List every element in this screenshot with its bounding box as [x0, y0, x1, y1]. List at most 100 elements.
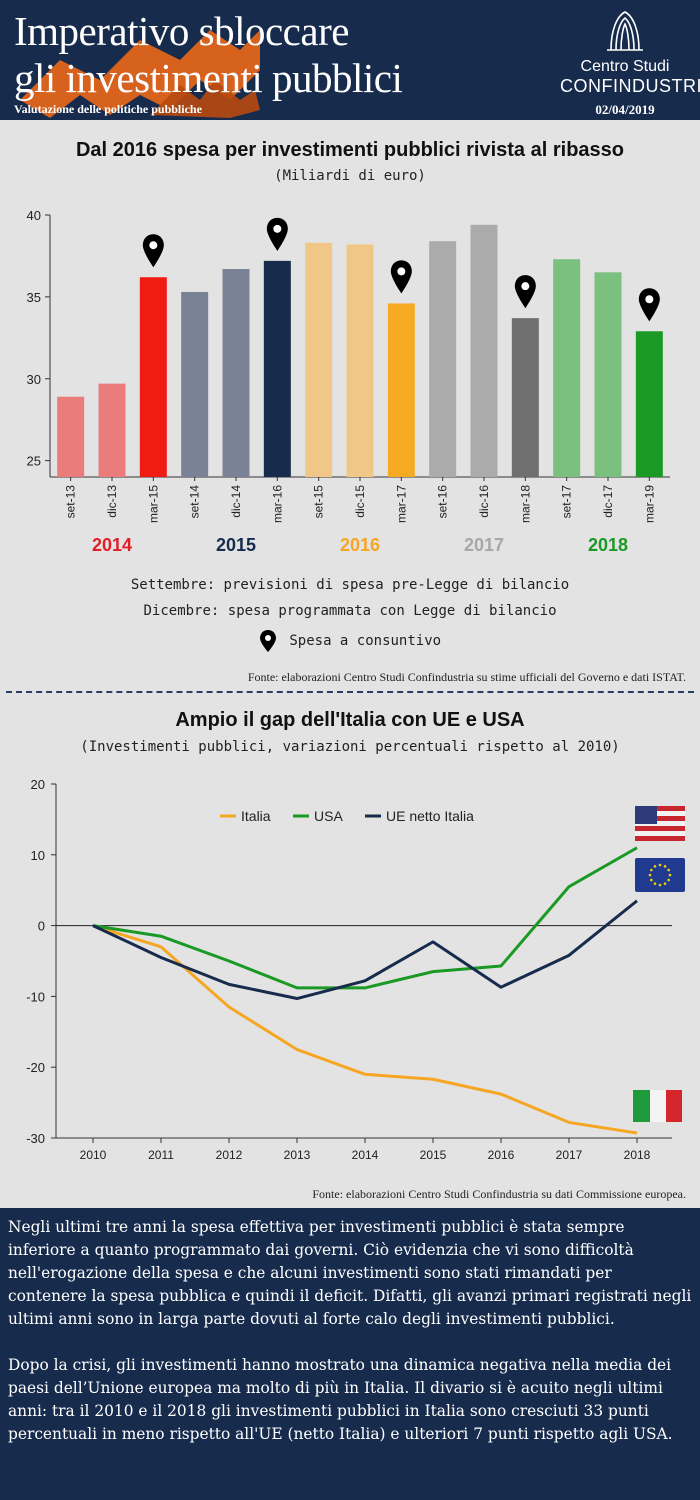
usa-flag-icon	[635, 806, 685, 841]
commentary-paragraph-2: Dopo la crisi, gli investimenti hanno mo…	[8, 1356, 673, 1443]
flag-band-white	[650, 1090, 666, 1122]
flag-star	[650, 878, 653, 882]
bar-dic-16	[470, 224, 498, 477]
x-tick-label: dic-13	[105, 485, 119, 518]
x-tick-label: 2017	[556, 1148, 583, 1162]
flag-stripe	[635, 831, 685, 836]
flag-star	[667, 878, 670, 882]
commentary-paragraph-1: Negli ultimi tre anni la spesa effettiva…	[8, 1218, 692, 1328]
x-tick-label: dic-15	[353, 485, 367, 518]
x-tick-label: set-17	[560, 485, 574, 519]
x-tick-label: dic-14	[229, 485, 243, 518]
pin-shape	[638, 288, 660, 322]
x-tick-label: 2018	[624, 1148, 651, 1162]
flag-canton	[635, 806, 657, 824]
bar-mar-16	[263, 260, 291, 477]
legend-label: UE netto Italia	[386, 808, 474, 824]
flag-stripe	[635, 816, 685, 821]
x-tick-label: 2015	[420, 1148, 447, 1162]
flag-stripe	[635, 811, 685, 816]
series-line-usa	[92, 846, 638, 990]
flag-stripe	[635, 806, 685, 811]
y-tick-label: 40	[27, 208, 41, 223]
section-divider	[6, 691, 694, 693]
bar-chart: 25 30 35 40 set-13 dic-13 mar-15 set-14 dic-14 ma…	[27, 208, 670, 555]
x-tick-label: 2012	[216, 1148, 243, 1162]
flag-field	[635, 858, 685, 892]
commentary-box: Negli ultimi tre anni la spesa effettiva…	[0, 1208, 700, 1500]
chart2-source: Fonte: elaborazioni Centro Studi Confind…	[312, 1187, 686, 1201]
flag-star	[653, 865, 657, 868]
location-pin-icon	[390, 260, 412, 294]
pin-hole	[645, 295, 654, 304]
pin-shape	[266, 217, 288, 251]
year-group-label: 2016	[340, 535, 380, 555]
x-tick-label: dic-17	[601, 485, 615, 518]
chart1-note-december: Dicembre: spesa programmata con Legge di…	[143, 603, 557, 619]
y-tick-label: -10	[26, 989, 45, 1004]
pin-shape	[390, 260, 412, 294]
x-tick-label: set-15	[312, 485, 326, 519]
chart1-legend-marker: Spesa a consuntivo	[0, 629, 700, 653]
x-tick-label: mar-17	[394, 485, 408, 523]
pin-shape	[142, 234, 164, 268]
flag-star	[663, 865, 667, 868]
legend-marker-label: Spesa a consuntivo	[289, 633, 442, 649]
x-tick-label: set-16	[436, 485, 450, 519]
x-tick-label: 2011	[148, 1148, 174, 1162]
y-tick-label: -20	[26, 1060, 45, 1075]
chart1-subtitle: (Miliardi di euro)	[274, 168, 426, 184]
flag-stripe	[635, 826, 685, 831]
location-pin-icon	[266, 217, 288, 251]
bar-set-17	[553, 259, 581, 477]
eu-flag-icon	[635, 858, 685, 892]
bar-mar-17	[387, 303, 415, 477]
bar-dic-15	[346, 244, 374, 477]
x-tick-label: 2016	[488, 1148, 515, 1162]
page-title: Imperativo sbloccare gli investimenti pu…	[14, 8, 403, 102]
location-pin-icon	[259, 630, 276, 652]
legend-label: USA	[314, 808, 343, 824]
bar-set-14	[181, 291, 209, 477]
logo-emblem-icon	[607, 11, 643, 51]
flag-star	[658, 883, 662, 887]
flag-star	[650, 868, 653, 872]
chart2-subtitle: (Investimenti pubblici, variazioni perce…	[80, 739, 620, 755]
confindustria-logo: Centro Studi CONFINDUSTRIA 02/04/2019	[560, 10, 700, 118]
pin-hole	[397, 267, 406, 276]
title-line-1: Imperativo sbloccare	[14, 8, 349, 54]
flag-star	[658, 863, 662, 867]
legend-label: Italia	[241, 808, 271, 824]
x-tick-label: 2010	[80, 1148, 107, 1162]
flag-band-green	[633, 1090, 650, 1122]
bar-mar-18	[511, 318, 539, 477]
publication-date: 02/04/2019	[595, 102, 655, 117]
location-pin-icon	[514, 275, 536, 309]
x-tick-label: mar-19	[642, 485, 656, 523]
x-tick-label: mar-18	[518, 485, 532, 523]
y-tick-label: 0	[38, 919, 45, 934]
logo-text-1: Centro Studi	[580, 58, 670, 75]
y-tick-label: 25	[27, 454, 41, 469]
location-pin-icon	[142, 234, 164, 268]
flag-star	[667, 868, 670, 872]
flag-star	[663, 882, 667, 885]
decorative-ribbon	[20, 30, 260, 118]
chart1-note-september: Settembre: previsioni di spesa pre-Legge…	[130, 577, 570, 593]
bar-dic-13	[98, 383, 126, 477]
logo-text-2: CONFINDUSTRIA	[560, 76, 700, 96]
x-tick-label: set-13	[64, 485, 78, 519]
bar-dic-17	[594, 272, 622, 477]
bar-dic-14	[222, 269, 250, 477]
x-tick-label: 2014	[352, 1148, 379, 1162]
pin-shape	[514, 275, 536, 309]
italy-flag-icon	[633, 1090, 682, 1122]
y-tick-label: 35	[27, 290, 41, 305]
pin-hole	[273, 224, 282, 233]
y-tick-label: 30	[27, 372, 41, 387]
flag-stripe	[635, 836, 685, 841]
x-tick-label: mar-16	[270, 485, 284, 523]
pin-hole	[149, 241, 158, 250]
y-tick-label: -30	[26, 1131, 45, 1146]
